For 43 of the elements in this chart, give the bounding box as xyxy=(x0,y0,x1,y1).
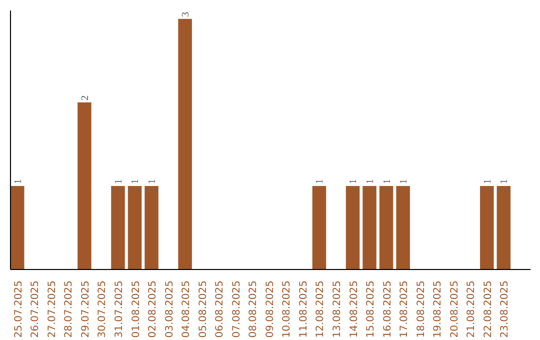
x-tick-label: 18.08.2025 xyxy=(416,280,427,338)
data-label: 1 xyxy=(499,178,510,184)
x-tick-label: 08.08.2025 xyxy=(248,280,260,338)
x-tick-label: 04.08.2025 xyxy=(181,280,192,338)
x-tick-label: 28.07.2025 xyxy=(64,280,75,338)
data-label: 2 xyxy=(80,95,91,100)
data-label: 1 xyxy=(482,178,494,184)
x-tick-label: 23.08.2025 xyxy=(500,280,511,338)
data-label: 1 xyxy=(130,178,142,184)
x-tick-label: 06.08.2025 xyxy=(214,280,226,338)
data-label: 1 xyxy=(365,178,376,184)
x-tick-label: 05.08.2025 xyxy=(198,280,209,338)
x-tick-label: 01.08.2025 xyxy=(130,280,142,338)
x-tick-label: 15.08.2025 xyxy=(366,280,377,338)
x-tick-label: 31.07.2025 xyxy=(114,280,125,338)
data-label: 1 xyxy=(348,178,360,184)
x-tick-label: 27.07.2025 xyxy=(46,280,58,338)
x-tick-label: 14.08.2025 xyxy=(348,280,360,338)
x-tick-label: 16.08.2025 xyxy=(382,280,394,338)
x-tick-label: 22.08.2025 xyxy=(482,280,494,338)
x-tick-label: 07.08.2025 xyxy=(231,280,242,338)
x-tick-label: 26.07.2025 xyxy=(30,280,42,338)
data-label: 1 xyxy=(382,178,393,184)
x-tick-label: 11.08.2025 xyxy=(298,280,310,338)
data-label: 1 xyxy=(113,178,124,184)
data-label: 1 xyxy=(12,178,24,184)
x-tick-label: 21.08.2025 xyxy=(466,280,478,338)
data-label: 1 xyxy=(147,178,158,184)
data-label: 1 xyxy=(314,178,326,184)
x-tick-label: 10.08.2025 xyxy=(282,280,293,338)
x-tick-label: 25.07.2025 xyxy=(13,280,24,338)
x-tick-label: 29.07.2025 xyxy=(80,280,92,338)
x-tick-label: 17.08.2025 xyxy=(399,280,410,338)
x-tick-label: 20.08.2025 xyxy=(449,280,460,338)
x-tick-label: 30.07.2025 xyxy=(97,280,108,338)
x-tick-label: 19.08.2025 xyxy=(432,280,444,338)
data-label: 1 xyxy=(398,178,410,184)
x-tick-label: 02.08.2025 xyxy=(148,280,159,338)
x-tick-label: 12.08.2025 xyxy=(315,280,326,338)
data-label: 3 xyxy=(180,12,192,17)
x-tick-label: 03.08.2025 xyxy=(164,280,176,338)
x-tick-label: 09.08.2025 xyxy=(264,280,276,338)
x-tick-label: 13.08.2025 xyxy=(332,280,343,338)
